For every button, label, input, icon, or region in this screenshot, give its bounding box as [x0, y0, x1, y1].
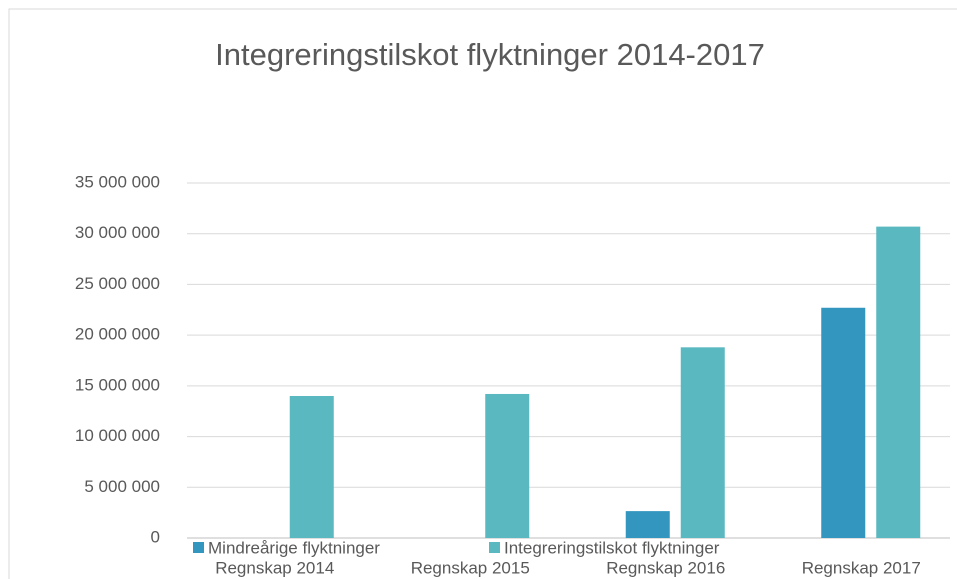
bar: [876, 226, 921, 538]
y-tick-label: 10 000 000: [75, 426, 160, 445]
chart-title: Integreringstilskot flyktninger 2014-201…: [215, 37, 765, 72]
y-tick-label: 35 000 000: [75, 172, 160, 191]
bar: [625, 511, 670, 538]
bar: [821, 307, 866, 538]
y-tick-label: 15 000 000: [75, 375, 160, 394]
legend-marker: [193, 542, 204, 553]
bar: [485, 393, 530, 538]
legend-marker: [489, 542, 500, 553]
y-tick-label: 20 000 000: [75, 325, 160, 344]
x-tick-label: Regnskap 2016: [606, 558, 725, 577]
bar: [289, 396, 334, 538]
y-tick-label: 5 000 000: [84, 477, 160, 496]
legend-label: Mindreårige flyktninger: [208, 538, 380, 557]
x-tick-label: Regnskap 2017: [802, 558, 921, 577]
legend-label: Integreringstilskot flyktninger: [504, 538, 720, 557]
chart-border: [8, 8, 957, 579]
x-tick-label: Regnskap 2015: [411, 558, 530, 577]
y-tick-label: 25 000 000: [75, 274, 160, 293]
y-tick-label: 0: [151, 527, 160, 546]
bar: [680, 347, 725, 538]
y-tick-label: 30 000 000: [75, 223, 160, 242]
x-tick-label: Regnskap 2014: [215, 558, 334, 577]
